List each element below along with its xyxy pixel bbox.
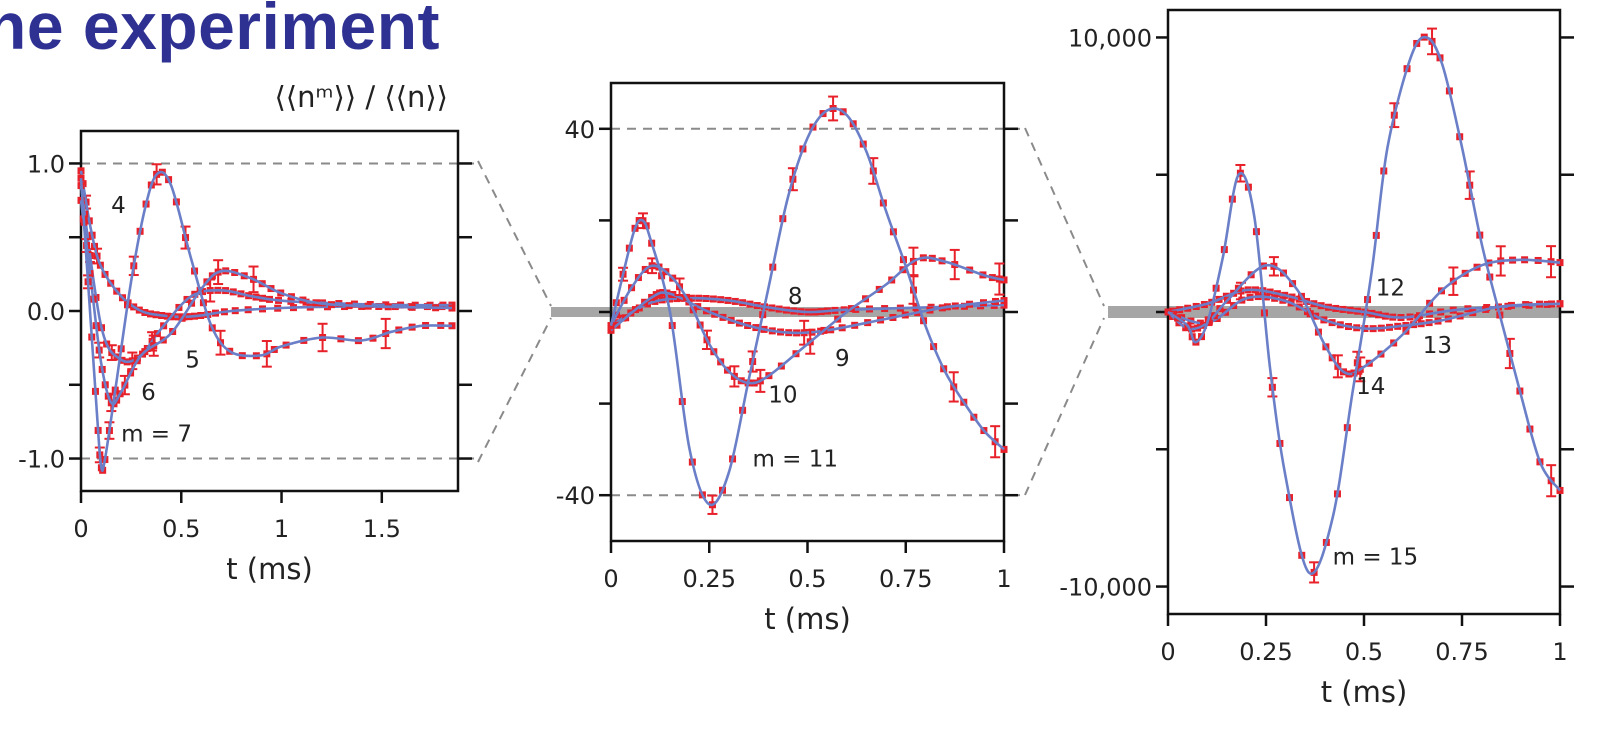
x-tick-label: 0.25 bbox=[1239, 638, 1292, 666]
y-tick-label: -1.0 bbox=[18, 446, 65, 474]
y-tick-label: 0.0 bbox=[27, 298, 65, 326]
y-tick-label: 40 bbox=[564, 116, 595, 144]
series-m15: m = 15 bbox=[1164, 27, 1564, 584]
series-14: 14 bbox=[1164, 245, 1564, 400]
x-tick-label: 0 bbox=[603, 565, 618, 593]
curve-label: 14 bbox=[1356, 374, 1385, 400]
x-tick-label: 0 bbox=[73, 515, 88, 543]
curve-label: 6 bbox=[141, 380, 156, 406]
data-point bbox=[607, 326, 615, 334]
fit-curve bbox=[1167, 295, 1561, 330]
curve-label: m = 15 bbox=[1333, 544, 1419, 570]
curve-label: 12 bbox=[1376, 275, 1405, 301]
y-tick-label: -10,000 bbox=[1059, 574, 1152, 602]
curve-label: 10 bbox=[768, 382, 797, 408]
x-axis-title: t (ms) bbox=[1321, 675, 1408, 709]
panel-right: -10,000 10,000 0 0.25 0.5 0.75 1 t (ms) 12 13 14 m … bbox=[1059, 8, 1574, 709]
panel-middle: -40 40 0 0.25 0.5 0.75 1 t (ms) 8 9 10 m = 11 bbox=[551, 81, 1024, 636]
curve-label: m = 11 bbox=[752, 447, 838, 473]
x-axis-title: t (ms) bbox=[226, 552, 313, 586]
series-m7: m = 7 bbox=[77, 163, 456, 474]
x-axis-title: t (ms) bbox=[764, 602, 851, 636]
curve-label: 9 bbox=[835, 346, 850, 372]
fit-curve bbox=[1167, 35, 1562, 576]
fit-curve bbox=[79, 200, 453, 406]
slide-heading: he experiment bbox=[0, 0, 440, 63]
data-point bbox=[1000, 276, 1008, 284]
series-10: 10 bbox=[607, 246, 1008, 408]
curve-label: m = 7 bbox=[121, 421, 192, 447]
fit-curve bbox=[79, 185, 453, 364]
x-tick-label: 1 bbox=[996, 565, 1011, 593]
x-tick-label: 0.75 bbox=[879, 565, 932, 593]
x-tick-label: 1.5 bbox=[363, 515, 401, 543]
zoom-connector-right bbox=[1024, 127, 1105, 496]
fit-curve bbox=[79, 170, 453, 473]
fit-curve bbox=[610, 291, 1005, 335]
x-tick-label: 0.5 bbox=[162, 515, 200, 543]
zoom-line-bottom bbox=[1024, 317, 1105, 496]
curve-label: 4 bbox=[111, 193, 126, 219]
x-tick-label: 0.25 bbox=[683, 565, 736, 593]
x-tick-label: 0 bbox=[1160, 638, 1175, 666]
zoom-line-top bbox=[1024, 127, 1105, 307]
curve-label: 13 bbox=[1423, 333, 1452, 359]
series-9: 9 bbox=[607, 288, 1008, 372]
y-tick-label: -40 bbox=[556, 482, 595, 510]
series-m11: m = 11 bbox=[607, 95, 1008, 515]
y-tick-label: 10,000 bbox=[1068, 24, 1152, 52]
x-tick-label: 1 bbox=[274, 515, 289, 543]
curve-label: 5 bbox=[185, 348, 200, 374]
fit-curve bbox=[610, 296, 1005, 327]
zoom-line-top bbox=[477, 160, 552, 307]
x-tick-label: 0.75 bbox=[1435, 638, 1488, 666]
zoom-line-bottom bbox=[477, 317, 552, 463]
x-tick-label: 0.5 bbox=[788, 565, 826, 593]
zoom-connector-left bbox=[477, 160, 552, 463]
x-tick-label: 1 bbox=[1552, 638, 1567, 666]
y-tick-label: 1.0 bbox=[27, 150, 65, 178]
data-point bbox=[1556, 300, 1564, 308]
y-axis-title: ⟨⟨nᵐ⟩⟩ / ⟨⟨n⟩⟩ bbox=[274, 80, 448, 114]
series-13: 13 bbox=[1164, 293, 1564, 359]
curve-label: 8 bbox=[788, 284, 803, 310]
series-12: 12 bbox=[1164, 275, 1564, 322]
fit-curve bbox=[1167, 288, 1561, 319]
data-point bbox=[607, 322, 615, 330]
x-tick-label: 0.5 bbox=[1345, 638, 1383, 666]
panel-left: -1.0 0.0 1.0 0 0.5 1 1.5 t (ms) ⟨⟨nᵐ⟩⟩ / ⟨⟨n⟩⟩ 4 5… bbox=[18, 80, 478, 586]
fit-curve bbox=[609, 107, 1005, 507]
